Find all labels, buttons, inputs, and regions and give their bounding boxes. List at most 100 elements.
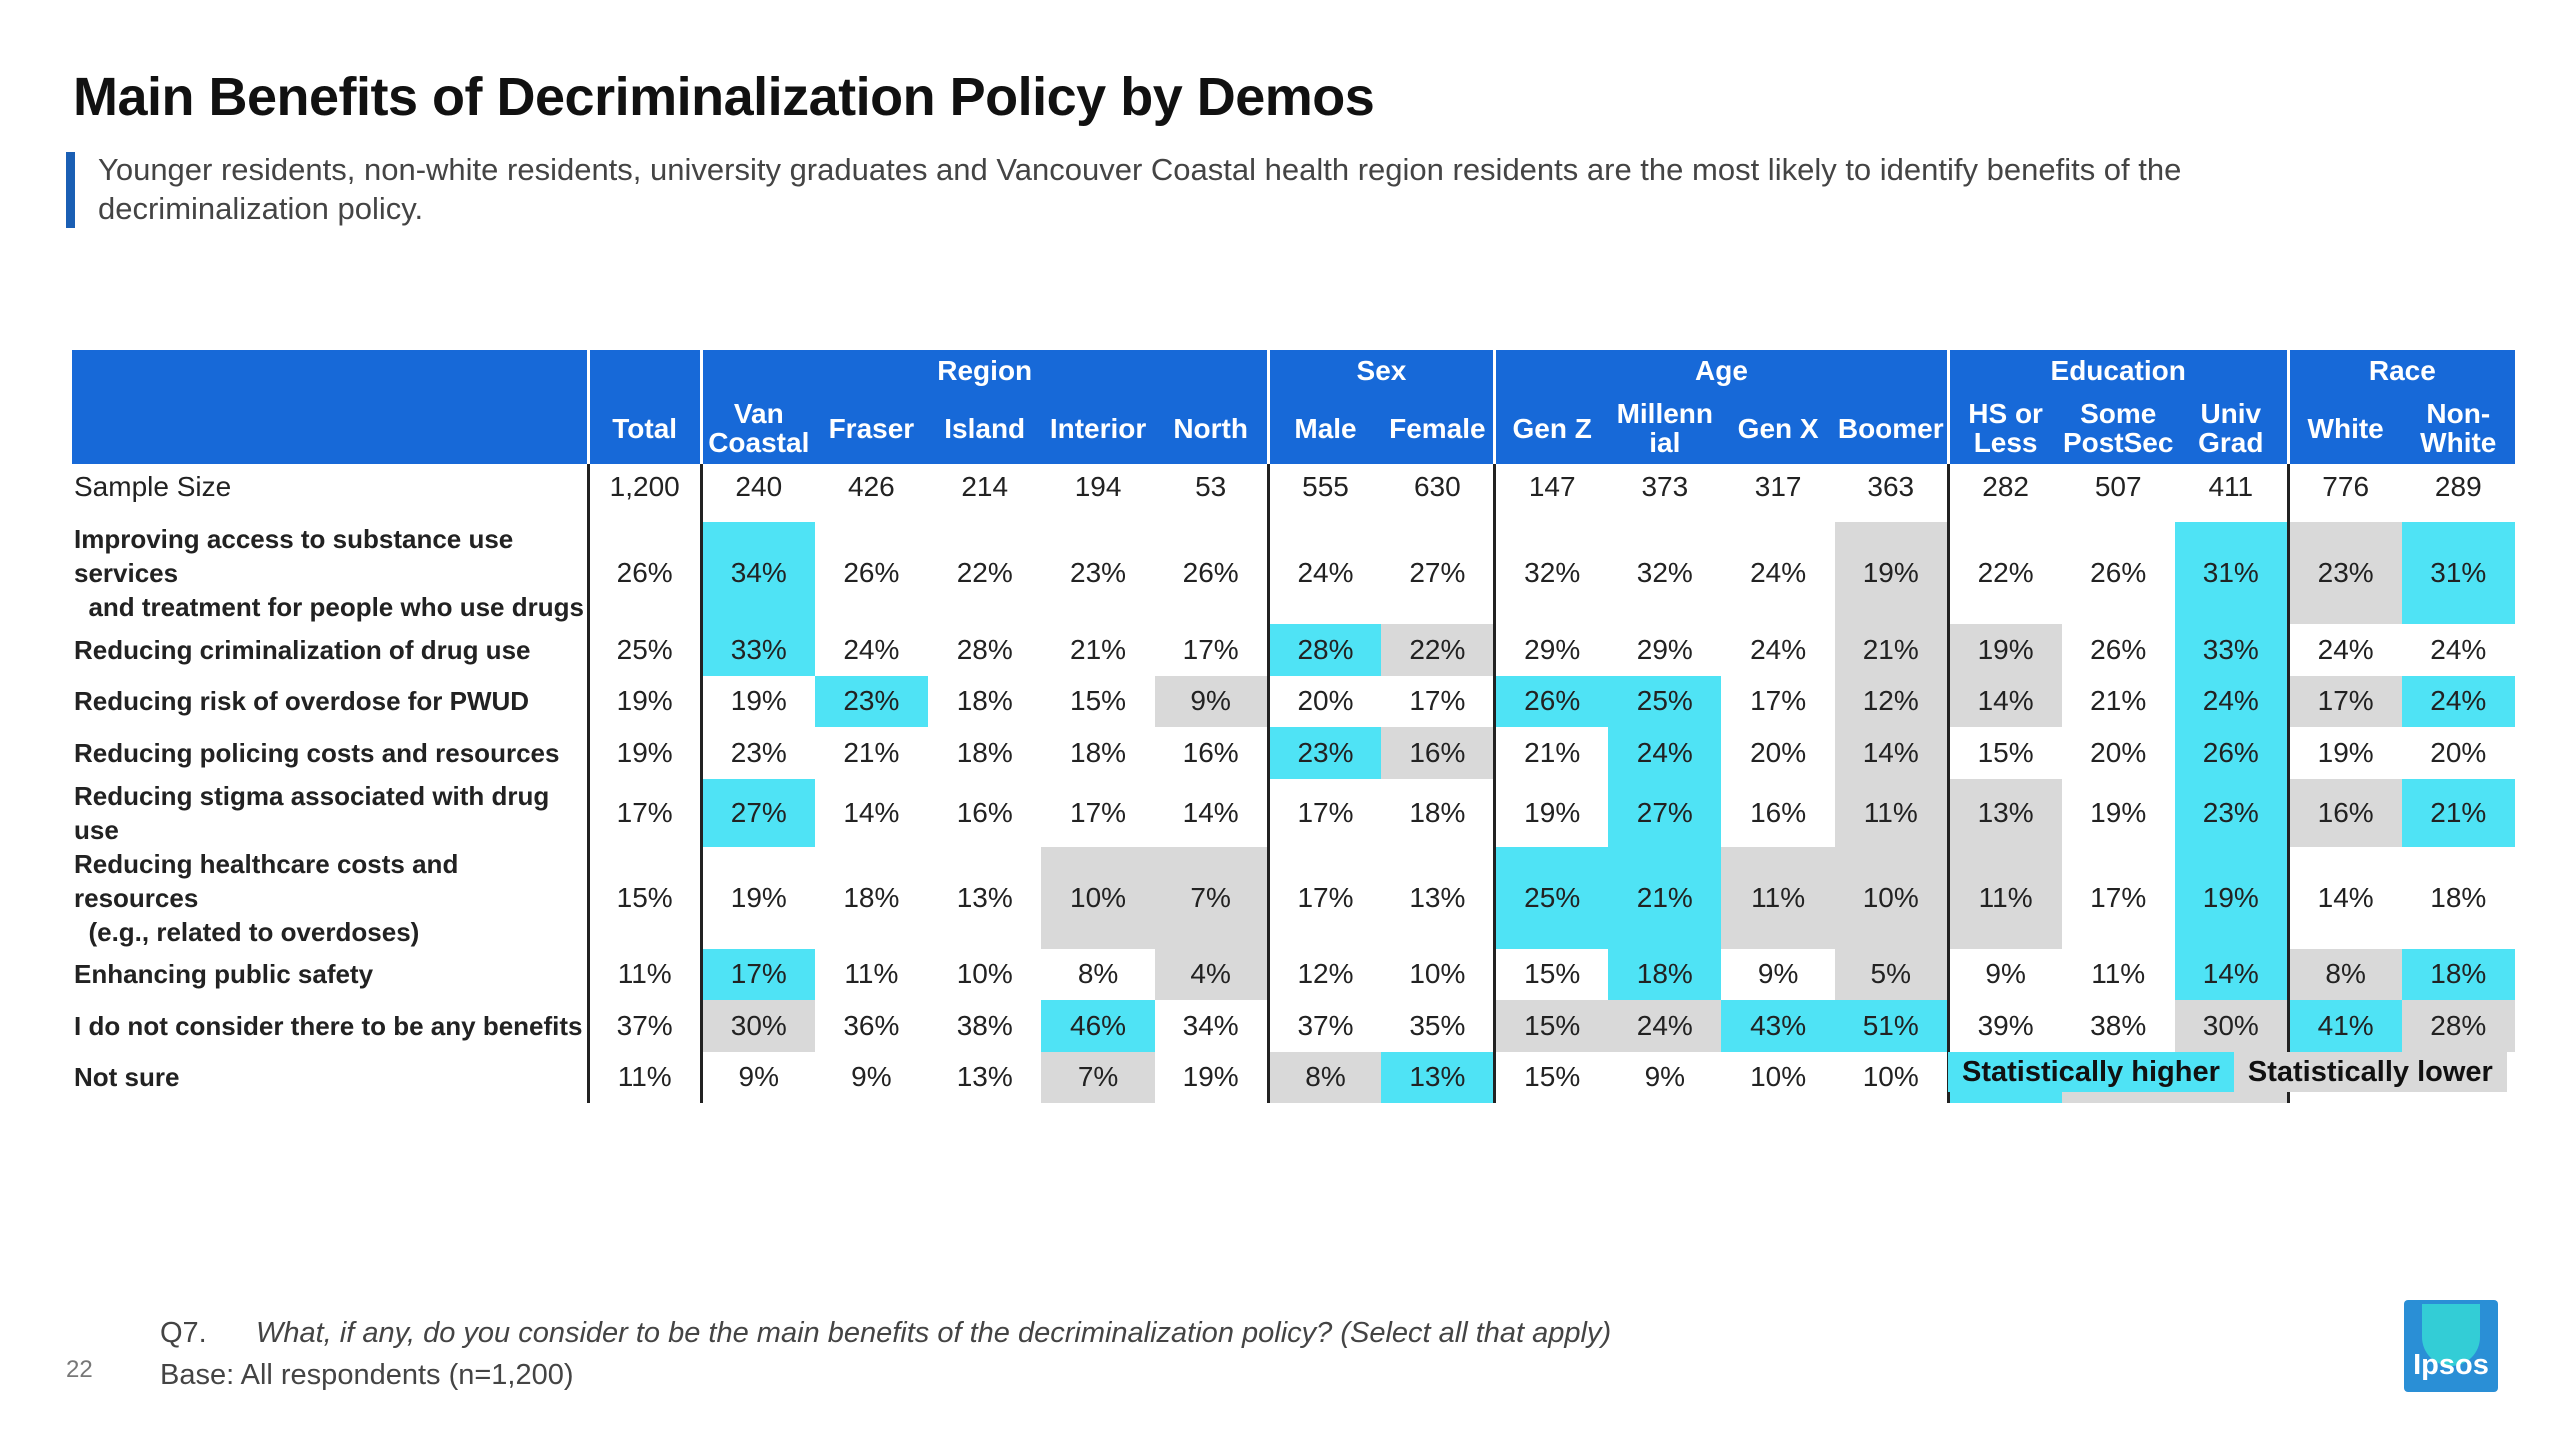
data-cell: 9% (1154, 675, 1269, 727)
spacer-cell (586, 510, 702, 522)
data-cell: 317 (1754, 471, 1802, 502)
spacer-cell (1266, 510, 1382, 522)
spacer-cell (1946, 510, 2062, 522)
spacer-cell (928, 510, 1041, 522)
data-cell: 29% (1636, 633, 1693, 665)
data-cell: 32% (1636, 557, 1693, 588)
data-cell: 26% (2090, 557, 2147, 588)
data-cell: 240 (699, 464, 815, 510)
data-cell: 26% (1182, 557, 1239, 588)
data-cell: 11% (586, 1051, 702, 1103)
row-label: Reducing risk of overdose for PWUD (74, 686, 530, 717)
data-cell: 21% (1834, 624, 1949, 676)
legend-higher: Statistically higher (1948, 1052, 2234, 1092)
spacer-cell (1381, 510, 1494, 522)
data-cell: 10% (1409, 958, 1466, 990)
data-cell: 13% (1409, 881, 1466, 913)
spacer-cell (2286, 510, 2402, 522)
data-cell: 18% (2430, 881, 2487, 913)
row-label: Reducing stigma associated with drug use (74, 780, 550, 845)
column-header: Gen Z (1493, 392, 1609, 464)
data-cell: 21% (843, 736, 900, 768)
header-group-row: Region Sex Age Education Race (72, 350, 2515, 392)
table-row: Reducing risk of overdose for PWUD 19% 19%… (72, 675, 2515, 727)
data-cell: 19% (586, 727, 702, 779)
data-cell: 26% (2090, 633, 2147, 665)
column-header: North (1154, 392, 1269, 464)
data-cell: 27% (1409, 557, 1466, 588)
data-cell: 37% (1266, 1000, 1382, 1052)
data-cell: 23% (2286, 522, 2402, 624)
data-cell: 19% (699, 846, 815, 949)
data-cell: 18% (1070, 736, 1127, 768)
data-cell: 29% (1493, 624, 1609, 676)
data-cell: 9% (851, 1061, 892, 1093)
data-cell: 23% (814, 675, 929, 727)
spacer-cell (815, 510, 928, 522)
spacer-cell (1493, 510, 1609, 522)
row-label: I do not consider there to be any benefi… (74, 1010, 583, 1041)
header-column-row: Total Van Coastal Fraser Island Interior North… (72, 392, 2515, 464)
data-cell: 17% (1750, 685, 1807, 717)
data-cell: 8% (2286, 948, 2402, 1000)
data-cell: 507 (2094, 471, 2142, 502)
column-header: White (2286, 392, 2402, 464)
group-header: Education (1946, 350, 2289, 392)
data-cell: 11% (844, 958, 899, 990)
data-cell: 9% (699, 1051, 815, 1103)
data-cell: 411 (2208, 471, 2254, 502)
header-corner (72, 350, 589, 392)
column-header: Female (1381, 392, 1495, 464)
data-cell: 21% (2090, 685, 2147, 717)
data-cell: 10% (1834, 846, 1949, 949)
footnote: Q7. What, if any, do you consider to be t… (160, 1312, 1611, 1396)
column-header: Total (586, 392, 702, 464)
page-number: 22 (66, 1356, 93, 1383)
data-cell: 18% (1409, 796, 1466, 828)
data-cell: 630 (1413, 471, 1461, 502)
data-cell: 11% (1946, 846, 2062, 949)
page-subtitle: Younger residents, non-white residents, … (98, 152, 2182, 226)
base-note: Base: All respondents (n=1,200) (160, 1359, 574, 1391)
data-cell: 7% (1154, 846, 1269, 949)
data-cell: 17% (1266, 778, 1382, 847)
data-cell: 22% (956, 557, 1013, 588)
group-header: Race (2286, 350, 2515, 392)
data-cell: 19% (1834, 522, 1949, 624)
group-header: Sex (1266, 350, 1495, 392)
data-cell: 23% (699, 727, 815, 779)
data-cell: 15% (1070, 685, 1127, 717)
data-cell: 19% (1493, 778, 1609, 847)
data-cell: 19% (1182, 1061, 1239, 1093)
data-cell: 11% (1834, 778, 1949, 847)
page-title: Main Benefits of Decriminalization Polic… (73, 67, 1375, 127)
data-cell: 43% (1721, 1000, 1835, 1052)
column-header: Boomer (1834, 392, 1949, 464)
data-cell: 13% (1946, 778, 2062, 847)
data-cell: 289 (2434, 471, 2482, 502)
data-cell: 39% (1946, 1000, 2062, 1052)
data-cell: 11% (2091, 958, 2146, 990)
spacer-cell (699, 510, 815, 522)
data-cell: 46% (1041, 1000, 1155, 1052)
data-cell: 555 (1266, 464, 1382, 510)
data-cell: 28% (1266, 624, 1382, 676)
data-cell: 37% (586, 1000, 702, 1052)
data-cell: 12% (1266, 948, 1382, 1000)
legend-lower: Statistically lower (2233, 1052, 2507, 1092)
row-label: Not sure (74, 1062, 180, 1093)
data-cell: 17% (2090, 881, 2147, 913)
data-cell: 15% (1493, 1051, 1609, 1103)
data-cell: 17% (1266, 846, 1382, 949)
data-cell: 17% (2286, 675, 2402, 727)
data-cell: 9% (1946, 948, 2062, 1000)
data-cell: 14% (1182, 796, 1239, 828)
data-cell: 24% (1750, 633, 1807, 665)
group-header (586, 350, 702, 392)
data-cell: 9% (1644, 1061, 1686, 1093)
spacer-cell (1721, 510, 1834, 522)
data-cell: 13% (956, 1061, 1013, 1093)
data-cell: 20% (1266, 675, 1382, 727)
column-header: Interior (1041, 392, 1155, 464)
data-cell: 14% (2286, 846, 2402, 949)
